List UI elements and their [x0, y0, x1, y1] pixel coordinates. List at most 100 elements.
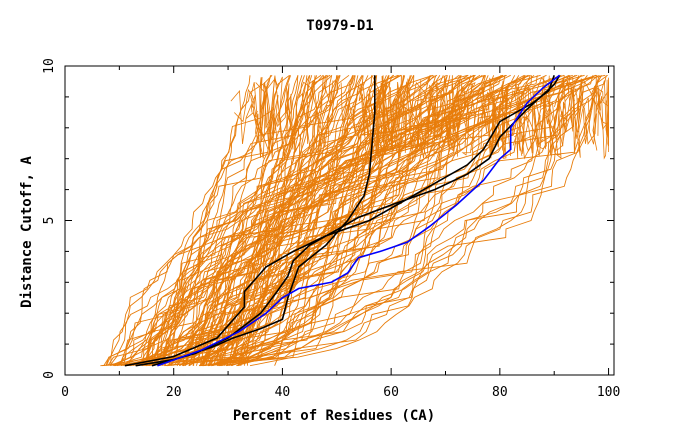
background-model-curve [488, 87, 512, 159]
background-model-curve [103, 74, 395, 366]
chart-title: T0979-D1 [306, 18, 373, 34]
background-model-curve [116, 74, 529, 367]
background-model-curve [425, 85, 476, 145]
background-model-curve [162, 75, 355, 366]
background-model-curve [554, 77, 574, 132]
background-model-curve [289, 81, 333, 154]
background-model-curve [547, 75, 571, 159]
background-model-curve [226, 74, 475, 366]
background-model-curve [226, 75, 372, 367]
axis-ticks: 0 20 40 60 80 100 0 5 10 [42, 58, 620, 400]
x-tick-label: 80 [492, 385, 508, 400]
background-model-curve [255, 84, 273, 159]
black-model-curve-2 [151, 74, 561, 367]
background-model-curve [176, 75, 384, 366]
background-model-curve [113, 74, 273, 367]
background-model-curve [464, 82, 476, 155]
background-model-curve [534, 76, 547, 150]
y-tick-label: 10 [42, 58, 57, 74]
background-model-curve [109, 74, 565, 366]
background-model-curve [163, 75, 363, 366]
background-model-curve [105, 74, 469, 366]
background-model-curve [151, 74, 350, 367]
background-model-curve [164, 74, 374, 366]
background-model-curve [455, 86, 466, 157]
background-model-curve [276, 87, 294, 150]
background-model-curve [123, 75, 292, 367]
background-model-curve [210, 75, 356, 366]
background-model-curve [513, 81, 523, 159]
background-model-curve [340, 82, 368, 136]
x-tick-label: 60 [383, 385, 399, 400]
background-model-curve [514, 88, 544, 160]
plot-frame [64, 65, 615, 376]
background-model-curve [576, 77, 609, 139]
background-model-curve [209, 75, 506, 367]
background-model-curve [593, 85, 610, 160]
highlighted-model-curves [124, 74, 561, 367]
background-model-curve [202, 74, 606, 366]
background-model-curve [231, 75, 340, 366]
background-model-curve [145, 75, 441, 366]
x-axis-title: Percent of Residues (CA) [233, 408, 435, 424]
background-model-curve [250, 77, 269, 158]
black-model-curve-1 [135, 75, 376, 367]
background-model-curve [144, 75, 310, 367]
background-model-curve [211, 75, 431, 367]
background-model-curve [162, 75, 271, 366]
background-model-curve [236, 74, 596, 367]
background-model-curve [135, 75, 502, 367]
background-model-curve [141, 75, 435, 366]
black-model-curve-3 [124, 75, 555, 367]
background-model-curve [216, 75, 475, 367]
background-model-curve [298, 84, 341, 159]
background-model-curve [518, 86, 530, 154]
background-model-curve [438, 79, 463, 146]
x-tick-label: 20 [166, 385, 182, 400]
background-model-curve [368, 82, 411, 154]
background-model-curve [117, 75, 414, 367]
background-model-curve [404, 78, 428, 159]
background-model-curve [395, 81, 412, 157]
background-model-curves [100, 74, 610, 367]
background-model-curve [259, 77, 279, 153]
background-model-curve [182, 74, 528, 367]
x-tick-label: 0 [61, 385, 69, 400]
blue-model-curve [157, 74, 561, 367]
background-model-curve [274, 75, 359, 366]
y-tick-label: 0 [42, 371, 57, 379]
background-model-curve [145, 75, 415, 367]
background-model-curve [188, 75, 415, 367]
background-model-curve [125, 75, 597, 367]
background-model-curve [230, 89, 258, 145]
background-model-curve [138, 74, 322, 366]
background-model-curve [572, 77, 598, 154]
background-model-curve [179, 75, 485, 367]
background-model-curve [514, 87, 561, 156]
x-tick-label: 40 [275, 385, 291, 400]
background-model-curve [202, 75, 580, 367]
background-model-curve [205, 75, 364, 366]
background-model-curve [542, 96, 566, 147]
background-model-curve [200, 75, 291, 366]
background-model-curve [413, 88, 436, 159]
background-model-curve [264, 77, 278, 144]
background-model-curve [118, 75, 251, 366]
background-model-curve [184, 74, 402, 366]
background-model-curve [461, 87, 493, 156]
y-axis-title: Distance Cutoff, A [19, 156, 35, 308]
background-model-curve [148, 75, 378, 367]
background-model-curve [427, 81, 439, 154]
background-model-curve [153, 74, 476, 366]
background-model-curve [107, 74, 507, 366]
x-tick-label: 100 [597, 385, 620, 400]
background-model-curve [363, 88, 397, 158]
background-model-curve [358, 80, 391, 156]
background-model-curve [574, 78, 609, 152]
background-model-curve [221, 75, 531, 367]
y-tick-label: 5 [42, 217, 57, 225]
background-model-curve [202, 75, 354, 366]
background-model-curve [231, 74, 585, 366]
background-model-curve [167, 75, 462, 367]
